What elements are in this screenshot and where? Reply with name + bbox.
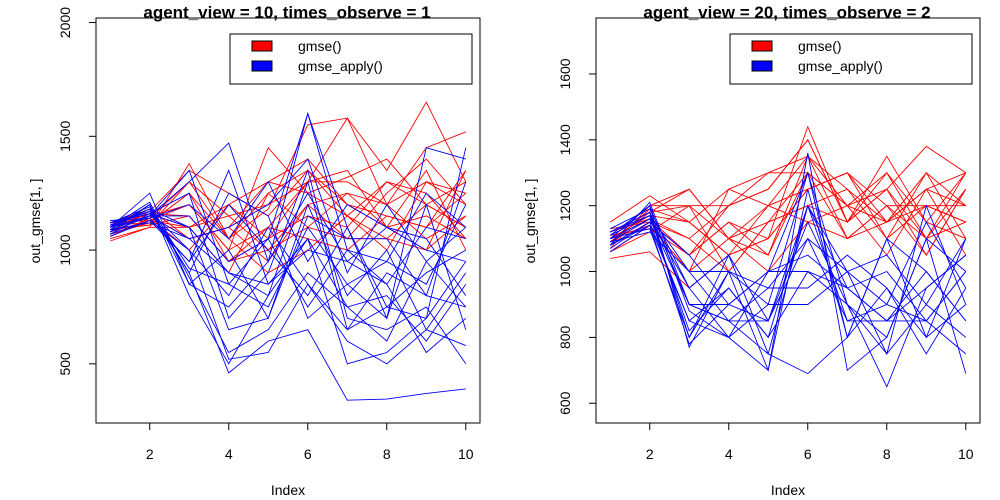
- series-layer: [109, 101, 467, 401]
- gmse-apply-series-line: [109, 201, 467, 354]
- x-tick-label: 2: [646, 446, 654, 462]
- x-tick-label: 10: [958, 446, 974, 462]
- gmse-apply-series-line: [609, 224, 967, 355]
- x-axis: 2 4 6 8 10: [646, 422, 974, 462]
- y-tick-label: 1000: [557, 256, 573, 287]
- y-tick-label: 1400: [557, 124, 573, 155]
- x-tick-label: 10: [458, 446, 474, 462]
- gmse-apply-series-line: [610, 228, 967, 339]
- y-tick-label: 1600: [557, 58, 573, 89]
- gmse-series-line: [610, 138, 967, 256]
- y-tick-label: 1500: [57, 121, 73, 152]
- x-tick-label: 6: [804, 446, 812, 462]
- legend-swatch: [251, 40, 273, 52]
- legend: gmse() gmse_apply(): [729, 33, 973, 85]
- y-axis-label: out_gmse[1, ]: [522, 179, 538, 264]
- x-tick-label: 6: [304, 446, 312, 462]
- legend-swatch: [751, 60, 773, 72]
- legend-box: [729, 33, 973, 85]
- legend-swatch: [751, 40, 773, 52]
- y-tick-label: 500: [57, 352, 73, 376]
- legend-label: gmse(): [798, 38, 842, 54]
- x-axis: 2 4 6 8 10: [146, 422, 474, 462]
- legend-label: gmse(): [298, 38, 342, 54]
- gmse-apply-series-line: [609, 221, 967, 355]
- chart-panel-left: agent_view = 10, times_observe = 1 2 4 6 8 1…: [27, 3, 481, 498]
- x-tick-label: 8: [883, 446, 891, 462]
- gmse-series-line: [609, 172, 966, 256]
- gmse-apply-series-line: [109, 192, 466, 308]
- chart-title: agent_view = 10, times_observe = 1: [143, 3, 430, 22]
- x-axis-label: Index: [271, 482, 305, 498]
- gmse-apply-series-line: [609, 171, 967, 388]
- legend-swatch: [251, 60, 273, 72]
- x-axis-label: Index: [771, 482, 805, 498]
- y-tick-label: 2000: [57, 7, 73, 38]
- gmse-apply-series-line: [110, 180, 466, 263]
- gmse-series-line: [609, 172, 967, 256]
- chart-title: agent_view = 20, times_observe = 2: [643, 3, 930, 22]
- x-tick-label: 4: [225, 446, 233, 462]
- gmse-apply-series-line: [110, 219, 466, 331]
- gmse-series-line: [610, 125, 967, 289]
- chart-panel-right: agent_view = 20, times_observe = 2 2 4 6 8 1…: [522, 3, 981, 498]
- legend-label: gmse_apply(): [298, 58, 383, 74]
- gmse-apply-series-line: [110, 180, 467, 331]
- gmse-apply-series-line: [110, 192, 467, 320]
- legend: gmse() gmse_apply(): [229, 33, 473, 85]
- gmse-series-line: [110, 101, 467, 240]
- gmse-apply-series-line: [110, 210, 466, 365]
- x-tick-label: 4: [725, 446, 733, 462]
- y-axis: 500 1000 1500 2000: [57, 7, 97, 376]
- y-tick-label: 1000: [57, 234, 73, 265]
- legend-box: [229, 33, 473, 85]
- x-tick-label: 2: [146, 446, 154, 462]
- gmse-series-line: [109, 169, 467, 251]
- series-layer: [609, 125, 967, 388]
- gmse-apply-series-line: [610, 231, 967, 339]
- gmse-apply-series-line: [609, 204, 967, 355]
- y-axis: 600 800 1000 1200 1400 1600: [557, 58, 597, 415]
- y-tick-label: 1200: [557, 190, 573, 221]
- y-axis-label: out_gmse[1, ]: [27, 179, 43, 264]
- legend-label: gmse_apply(): [798, 58, 883, 74]
- gmse-apply-series-line: [110, 204, 467, 308]
- gmse-apply-series-line: [110, 210, 466, 401]
- y-tick-label: 600: [557, 391, 573, 415]
- gmse-series-line: [609, 155, 967, 256]
- y-tick-label: 800: [557, 325, 573, 349]
- x-tick-label: 8: [383, 446, 391, 462]
